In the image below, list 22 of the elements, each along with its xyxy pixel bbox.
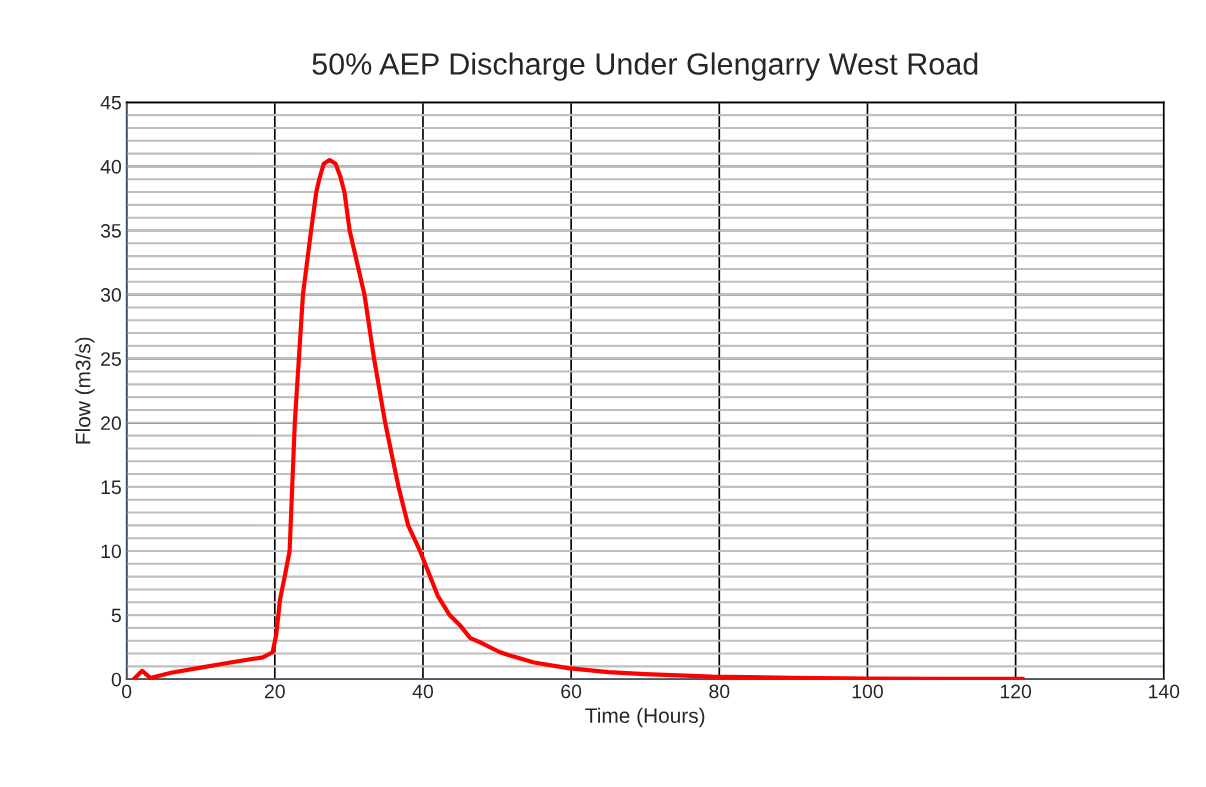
x-tick-label: 140	[1149, 684, 1180, 699]
y-tick-label: 5	[111, 608, 121, 623]
x-tick-label: 20	[264, 684, 285, 699]
line-series	[131, 157, 1026, 680]
y-tick-label: 10	[101, 544, 122, 559]
x-tick-label: 0	[121, 684, 132, 699]
y-tick-label: 25	[101, 352, 121, 366]
x-tick-label: 120	[1000, 684, 1032, 699]
x-tick-label: 60	[561, 684, 582, 699]
y-tick-label: 35	[100, 223, 121, 238]
chart-title: 50% AEP Discharge Under Glengarry West Road	[312, 52, 978, 81]
x-axis-title: Time (Hours)	[585, 707, 705, 728]
y-tick-label: 45	[100, 95, 121, 110]
y-tick-label: 20	[101, 416, 122, 431]
x-tick-label: 100	[852, 684, 883, 699]
y-tick-label: 15	[101, 480, 121, 495]
x-tick-label: 80	[709, 684, 730, 699]
y-tick-label: 0	[111, 672, 122, 687]
y-tick-label: 40	[100, 159, 122, 174]
y-axis-title: Flow (m3/s)	[75, 337, 95, 444]
y-tick-label: 30	[100, 288, 122, 302]
x-tick-label: 40	[412, 684, 434, 699]
